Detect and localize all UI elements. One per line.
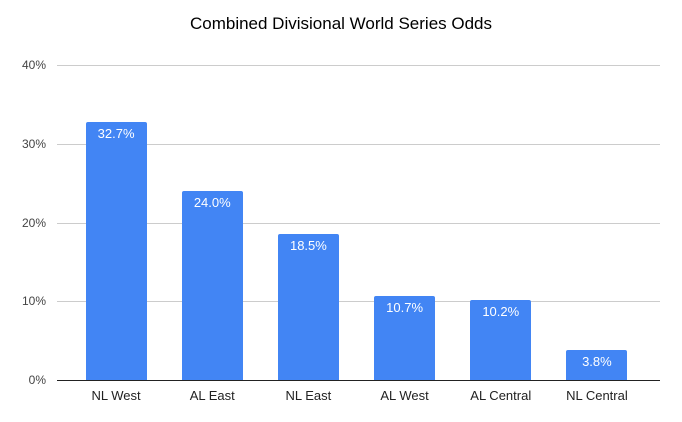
gridline [57,301,660,303]
x-axis-category-label: AL East [189,388,235,403]
bar: 10.2% [470,299,532,380]
gridline [57,222,660,224]
x-axis-category-label: AL West [380,388,429,403]
bar-value-label: 18.5% [289,238,327,254]
chart-title: Combined Divisional World Series Odds [189,14,493,33]
gridline [57,65,660,66]
x-axis-line [57,380,660,381]
bar: 24.0% [181,191,243,380]
bar: 32.7% [85,122,147,380]
bar-value-label: 32.7% [97,126,135,142]
bar-value-label: 10.7% [386,299,424,315]
y-axis-tick-label: 40% [21,58,46,72]
x-axis-category-label: NL Central [566,388,628,403]
bar: 18.5% [277,234,339,380]
bar-value-label: 10.2% [482,303,520,319]
x-axis-category-label: NL West [91,388,141,403]
y-axis-tick-label: 20% [21,215,46,230]
y-axis-tick-label: 0% [28,373,46,387]
y-axis-tick-label: 10% [21,294,46,309]
gridline [57,143,660,145]
bar: 10.7% [374,295,436,380]
y-axis-tick-label: 30% [21,136,46,151]
x-axis-category-label: NL East [285,388,332,403]
bar: 3.8% [566,350,628,380]
bar-value-label: 24.0% [193,195,231,210]
x-axis-category-label: AL Central [470,388,532,403]
bar-value-label: 3.8% [582,354,612,370]
